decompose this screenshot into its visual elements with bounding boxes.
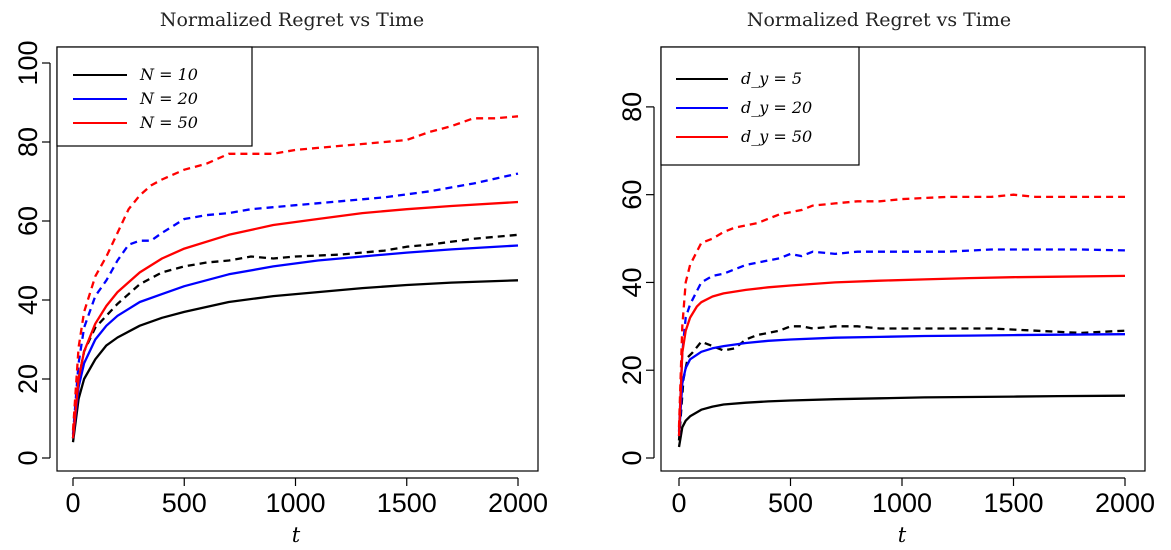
legend-label-dy50: d_y = 50 — [741, 127, 812, 146]
legend-label-dy5: d_y = 5 — [741, 69, 802, 88]
right-series-line-5-dashed — [677, 193, 1125, 428]
chart-right-x-label: t — [898, 523, 907, 547]
left-x-tick-label: 1500 — [377, 488, 437, 518]
right-series-line-1-dashed — [677, 325, 1126, 441]
right-series-line-3-dashed — [677, 248, 1126, 432]
left-y-tick-label: 100 — [13, 40, 43, 85]
chart-left-y-axis: 0 20 40 60 80 100 — [13, 40, 51, 466]
left-x-tick-label: 2000 — [488, 488, 548, 518]
left-y-tick-label: 20 — [13, 364, 43, 394]
right-y-tick-label: 60 — [617, 180, 647, 210]
chart-right-y-axis: 0 20 40 60 80 — [617, 92, 655, 466]
legend-label-n20: N = 20 — [139, 89, 198, 108]
chart-left-title: Normalized Regret vs Time — [160, 9, 424, 31]
chart-left-x-label: t — [292, 523, 301, 547]
left-y-tick-label: 80 — [13, 127, 43, 157]
left-x-tick-label: 0 — [65, 488, 80, 518]
left-x-tick-label: 1000 — [265, 488, 325, 518]
chart-left-x-axis: 0 500 1000 1500 2000 — [65, 477, 548, 518]
legend-label-n50: N = 50 — [139, 113, 198, 132]
right-x-tick-label: 1000 — [872, 488, 932, 518]
left-series-line-5-dashed — [71, 115, 519, 431]
right-y-tick-label: 80 — [617, 92, 647, 122]
right-x-tick-label: 2000 — [1095, 488, 1155, 518]
left-x-tick-label: 500 — [162, 488, 207, 518]
left-y-tick-label: 0 — [13, 450, 43, 465]
right-series-line-4-solid — [677, 274, 1126, 437]
chart-right-plot-frame — [660, 46, 1146, 472]
right-y-tick-label: 20 — [617, 355, 647, 385]
right-x-tick-label: 500 — [768, 488, 813, 518]
right-x-tick-label: 0 — [671, 488, 686, 518]
chart-right-legend: d_y = 5 d_y = 20 d_y = 50 — [660, 46, 860, 166]
chart-right-series — [677, 193, 1126, 448]
chart-right-title: Normalized Regret vs Time — [747, 9, 1011, 31]
chart-right-legend-box — [660, 46, 860, 166]
chart-left-legend-box — [56, 46, 253, 147]
right-x-tick-label: 1500 — [983, 488, 1043, 518]
right-series-line-2-solid — [677, 333, 1126, 437]
chart-right-x-axis: 0 500 1000 1500 2000 — [671, 477, 1155, 518]
chart-left-plot-frame — [56, 46, 539, 472]
left-series-line-1-dashed — [71, 233, 519, 439]
left-series-line-2-solid — [71, 244, 519, 439]
legend-label-dy20: d_y = 20 — [741, 98, 812, 117]
left-series-line-3-dashed — [71, 172, 519, 435]
left-series-line-0-solid — [71, 279, 519, 443]
right-y-tick-label: 40 — [617, 267, 647, 297]
left-y-tick-label: 40 — [13, 285, 43, 315]
chart-left-series — [71, 115, 519, 443]
chart-left: Normalized Regret vs Time 0 500 1000 1500 20… — [13, 9, 548, 547]
legend-label-n10: N = 10 — [139, 65, 198, 84]
chart-left-legend: N = 10 N = 20 N = 50 — [56, 46, 253, 147]
left-series-line-4-solid — [71, 200, 519, 439]
left-y-tick-label: 60 — [13, 206, 43, 236]
chart-right: Normalized Regret vs Time 0 500 1000 1500 20… — [617, 9, 1155, 547]
right-y-tick-label: 0 — [617, 450, 647, 465]
right-series-line-0-solid — [677, 394, 1126, 448]
